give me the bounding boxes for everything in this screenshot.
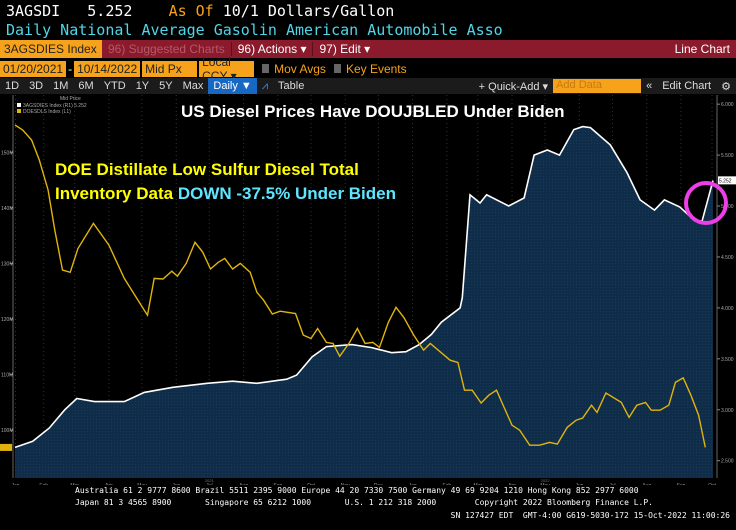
actions-menu[interactable]: 96) Actions ▾ [230,42,313,56]
legend: Mid Price 3AGSDIES Index (R1) 5.252 DOES… [17,96,87,115]
x-tick-label: Feb [39,483,48,485]
x-tick-label: Apr [105,483,113,485]
x-tick-label: Sep [273,483,282,485]
price-area [15,126,713,478]
key-events-label[interactable]: Key Events [345,61,407,76]
security-description: Daily National Average Gasolin American … [6,21,503,39]
legend-title: Mid Price [60,96,81,102]
x-tick-label: May [137,483,147,485]
annotation-inventory: Inventory Data [55,184,178,203]
quick-add-button[interactable]: + Quick-Add ▾ [478,80,549,93]
key-events-checkbox[interactable] [333,64,341,73]
x-tick-label: Jun [575,483,583,485]
x-tick-label: Jun [172,483,180,485]
currency-select[interactable]: Local CCY ▾ [199,55,255,83]
left-tick-label: 100M [1,428,14,434]
right-tick-label: 3.500 [721,357,734,363]
period-1d[interactable]: 1D [5,80,20,92]
footer: Australia 61 2 9777 8600 Brazil 5511 239… [0,485,736,522]
year-label: 2022 [541,478,551,483]
security-input[interactable]: 3AGSDIES Index [0,40,102,58]
suggested-charts-button[interactable]: 96) Suggested Charts [108,42,225,56]
x-tick-label: Jul [609,483,615,485]
range-bar: 01/20/2021 - 10/14/2022 Mid Px Local CCY… [0,55,736,83]
x-tick-label: Aug [642,483,651,485]
legend-entry-inventory: DOESDLS Index (L1) [23,109,71,115]
chart-type-label[interactable]: Line Chart [674,42,730,56]
legend-entry-price: 3AGSDIES Index (R1) 5.252 [23,103,87,109]
period-1y[interactable]: 1Y [135,80,150,92]
as-of-label: As Of [168,2,214,20]
ticker: 3AGSDI [6,2,61,20]
end-date-input[interactable]: 10/14/2022 [74,60,141,77]
right-tick-label: 4.500 [721,255,734,261]
x-tick-label: May [540,483,550,485]
period-1m[interactable]: 1M [53,80,69,92]
x-tick-label: Sep [677,483,686,485]
inventory-line [14,124,706,448]
as-of-value: 10/1 Dollars/Gallon [222,2,395,20]
annotation-line-1: DOE Distillate Low Sulfur Diesel Total [55,160,359,179]
price-type-select[interactable]: Mid Px [142,60,198,77]
x-tick-label: Nov [341,483,350,485]
period-ytd[interactable]: YTD [103,80,126,92]
range-dash: - [68,61,73,76]
footer-contacts-2: Japan 81 3 4565 8900 Singapore 65 6212 1… [75,498,653,508]
last-price-tag-label: 5.252 [719,178,732,184]
x-tick-label: Jan [409,483,417,485]
right-tick-label: 4.000 [721,306,734,312]
period-bar: 1D 3D 1M 6M YTD 1Y 5Y Max Daily ▼ ⩘ Tabl… [0,78,736,94]
period-3d[interactable]: 3D [29,80,44,92]
year-label: 2021 [205,478,215,483]
left-tick-label: 120M [1,317,14,323]
mov-avgs-checkbox[interactable] [262,64,270,73]
legend-swatch-price [17,103,21,107]
x-tick-label: Apr [508,483,516,485]
chart-toolbar: 3AGSDIES Index 96) Suggested Charts 96) … [0,40,736,58]
x-tick-label: Jan [11,483,19,485]
last-inventory-tag [0,443,12,451]
period-5y[interactable]: 5Y [159,80,173,92]
security-header: 3AGSDI 5.252 As Of 10/1 Dollars/Gallon [6,2,394,20]
right-tick-label: 3.000 [721,408,734,414]
add-data-input[interactable]: Add Data [553,79,642,93]
edit-chart-button[interactable]: Edit Chart [662,80,712,92]
footer-session: SN 127427 EDT GMT-4:00 G619-5030-172 15-… [450,510,730,520]
table-button[interactable]: Table [278,80,305,92]
last-price-tag [718,176,736,185]
x-tick-label: Feb [443,483,452,485]
chart-area: Jan Feb Mar Apr May Jun Jul Aug Sep Oct Nov Dec Jan F… [0,95,736,485]
gear-icon[interactable]: ⚙ [721,80,731,93]
period-max[interactable]: Max [182,80,204,92]
left-tick-label: 110M [1,373,13,379]
left-tick-label: 150M [1,150,14,156]
left-tick-label: 130M [1,261,14,267]
annotation-down: DOWN -37.5% Under Biden [177,184,397,203]
last-price: 5.252 [87,2,133,20]
right-tick-label: 6.000 [721,102,734,108]
x-tick-label: Mar [473,483,482,485]
left-tick-label: 140M [1,206,14,212]
x-tick-label: Jul [206,483,212,485]
chart-title-annotation: US Diesel Prices Have DOUJBLED Under Bid… [181,102,565,121]
footer-contacts-1: Australia 61 2 9777 8600 Brazil 5511 239… [75,486,639,495]
price-line [14,125,714,449]
annotation-line-2: Inventory Data DOWN -37.5% Under Biden [55,184,396,204]
legend-swatch-inventory [17,109,21,113]
x-tick-label: Oct [708,483,716,485]
start-date-input[interactable]: 01/20/2021 [0,60,67,77]
x-tick-label: Dec [374,483,383,485]
x-tick-label: Oct [307,483,315,485]
frequency-select[interactable]: Daily ▼ [208,78,257,94]
highlight-circle [684,181,728,225]
x-tick-label: Mar [70,483,79,485]
mov-avgs-label[interactable]: Mov Avgs [274,61,326,76]
collapse-button[interactable]: « [646,80,653,92]
edit-menu[interactable]: 97) Edit ▾ [312,42,376,56]
period-6m[interactable]: 6M [78,80,94,92]
right-tick-label: 2.500 [721,459,734,465]
chart-style-icon[interactable]: ⩘ [261,79,269,92]
x-tick-label: Aug [239,483,248,485]
right-tick-label: 5.500 [721,153,734,159]
